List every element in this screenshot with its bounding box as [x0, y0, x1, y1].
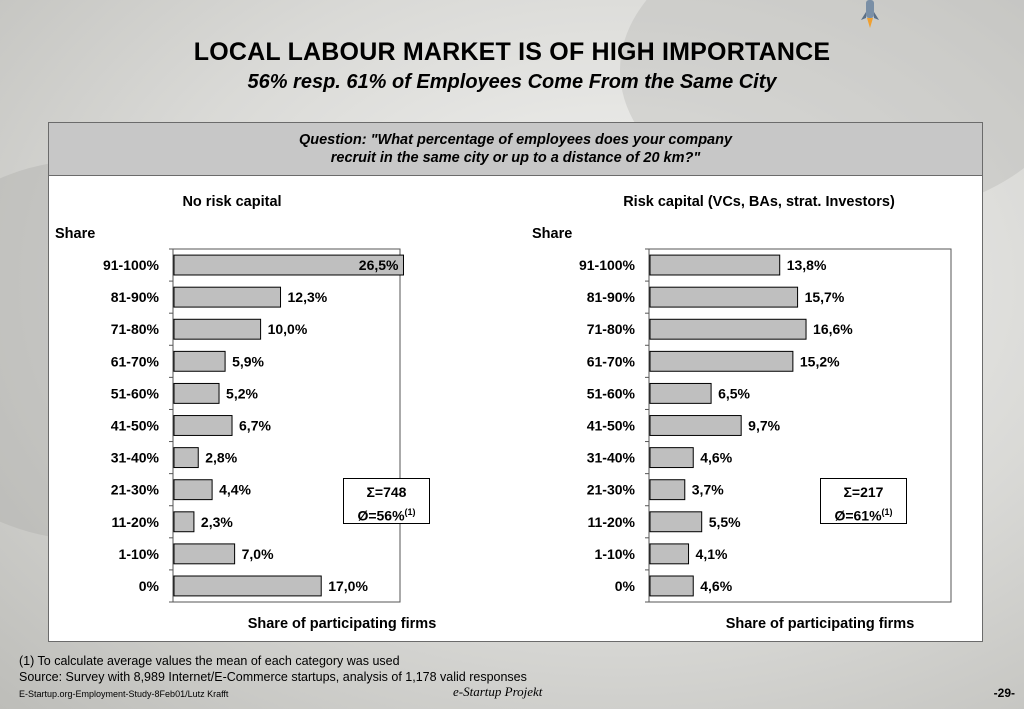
bar — [173, 318, 262, 340]
page-number: -29- — [993, 686, 1015, 700]
summary-mean: Ø=56%(1) — [357, 507, 416, 524]
data-label: 10,0% — [268, 321, 308, 337]
page-subtitle: 56% resp. 61% of Employees Come From the… — [247, 71, 777, 93]
bar — [173, 350, 226, 372]
bar — [649, 350, 794, 372]
category-tick-label: 0% — [615, 578, 636, 594]
bar — [649, 575, 694, 597]
source-note: Source: Survey with 8,989 Internet/E-Com… — [19, 670, 527, 684]
bar — [649, 511, 703, 533]
category-tick-label: 1-10% — [595, 546, 636, 562]
bar — [649, 286, 799, 308]
page-title: LOCAL LABOUR MARKET IS OF HIGH IMPORTANC… — [193, 38, 831, 66]
y-axis-label: Share — [532, 226, 572, 242]
bar — [649, 543, 690, 565]
bar — [173, 415, 233, 436]
category-tick-label: 31-40% — [111, 450, 160, 466]
bar — [173, 382, 220, 404]
data-label: 16,6% — [813, 321, 853, 337]
chart-title: Risk capital (VCs, BAs, strat. Investors… — [623, 194, 895, 210]
y-axis-label: Share — [55, 226, 95, 242]
rocket-icon — [861, 0, 879, 28]
data-label: 6,5% — [718, 385, 750, 401]
data-label: 5,9% — [232, 353, 264, 369]
category-tick-label: 31-40% — [587, 450, 636, 466]
data-label: 7,0% — [242, 546, 274, 562]
x-axis-label: Share of participating firms — [248, 616, 437, 632]
question-line-2: recruit in the same city or up to a dist… — [330, 150, 701, 166]
category-tick-label: 71-80% — [111, 321, 160, 337]
credit-line: E-Startup.org-Employment-Study-8Feb01/Lu… — [19, 689, 229, 699]
category-tick-label: 1-10% — [119, 546, 160, 562]
category-tick-label: 61-70% — [587, 353, 636, 369]
bar — [173, 286, 282, 308]
summary-box-no-risk-capital: Σ=748 Ø=56%(1) — [343, 478, 430, 524]
plot-area — [172, 248, 401, 603]
category-tick-label: 51-60% — [587, 385, 636, 401]
bar — [173, 479, 213, 501]
data-label: 5,5% — [709, 514, 741, 530]
category-tick-label: 11-20% — [112, 514, 160, 530]
footnote-ref: (1) — [404, 507, 416, 517]
category-tick-label: 71-80% — [587, 321, 636, 337]
category-tick-label: 91-100% — [103, 257, 160, 273]
category-tick-label: 81-90% — [587, 289, 636, 305]
category-tick-label: 11-20% — [588, 514, 636, 530]
bar — [649, 254, 781, 276]
category-tick-label: 41-50% — [111, 418, 160, 434]
question-line-1: Question: "What percentage of employees … — [298, 132, 733, 148]
bar — [649, 382, 712, 404]
data-label: 12,3% — [288, 289, 328, 305]
brand-logo: e-Startup Projekt — [453, 684, 543, 699]
data-label: 2,8% — [205, 450, 237, 466]
bar — [173, 575, 322, 597]
data-label: 5,2% — [226, 385, 258, 401]
data-label: 17,0% — [328, 578, 368, 594]
bar — [649, 318, 807, 340]
bar — [649, 447, 694, 469]
summary-sigma: Σ=217 — [843, 484, 884, 500]
data-label: 4,6% — [700, 450, 732, 466]
data-label: 15,2% — [800, 353, 840, 369]
bar — [649, 479, 686, 501]
x-axis-label: Share of participating firms — [726, 616, 915, 632]
bar — [649, 415, 742, 436]
category-tick-label: 91-100% — [579, 257, 636, 273]
category-tick-label: 61-70% — [111, 353, 160, 369]
data-label: 15,7% — [805, 289, 845, 305]
bar — [173, 511, 195, 533]
data-label: 9,7% — [748, 418, 780, 434]
bar-charts: No risk capital Share 91-100% 26,5% 81-90% 12… — [55, 194, 952, 632]
data-label: 13,8% — [787, 257, 827, 273]
bar — [173, 254, 404, 276]
data-label: 4,1% — [696, 546, 728, 562]
question-banner: Question: "What percentage of employees … — [49, 123, 982, 176]
plot-area — [648, 248, 952, 603]
category-tick-label: 51-60% — [111, 385, 160, 401]
category-tick-label: 81-90% — [111, 289, 160, 305]
data-label: 4,6% — [700, 578, 732, 594]
footnote-ref: (1) — [881, 507, 893, 517]
footnote: (1) To calculate average values the mean… — [19, 654, 400, 668]
category-tick-label: 21-30% — [111, 482, 160, 498]
data-label: 6,7% — [239, 418, 271, 434]
bar — [173, 447, 199, 469]
data-label: 4,4% — [219, 482, 251, 498]
category-tick-label: 0% — [139, 578, 160, 594]
category-tick-label: 21-30% — [587, 482, 636, 498]
category-tick-label: 41-50% — [587, 418, 636, 434]
summary-sigma: Σ=748 — [366, 484, 407, 500]
data-label: 26,5% — [359, 257, 399, 273]
chart-panel: Question: "What percentage of employees … — [48, 122, 983, 642]
data-label: 2,3% — [201, 514, 233, 530]
summary-mean: Ø=61%(1) — [834, 507, 893, 524]
data-label: 3,7% — [692, 482, 724, 498]
chart-title: No risk capital — [182, 194, 281, 210]
summary-box-risk-capital: Σ=217 Ø=61%(1) — [820, 478, 907, 524]
bar — [173, 543, 236, 565]
